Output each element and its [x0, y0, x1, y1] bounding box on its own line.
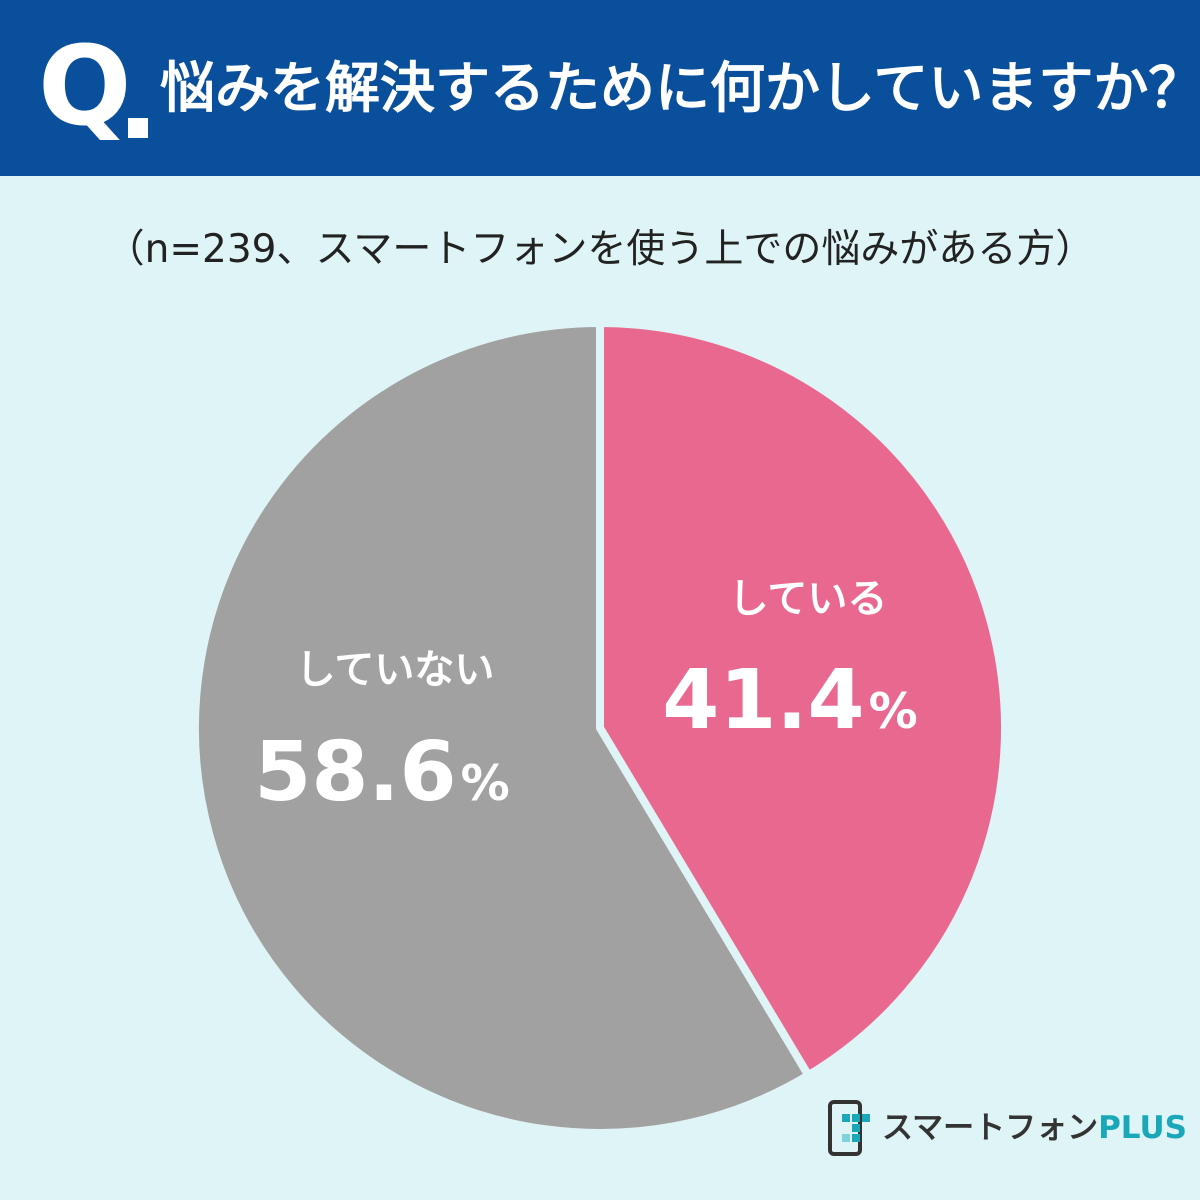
- logo-accent-text: PLUS: [1098, 1110, 1187, 1146]
- slice-value-label: 41.4%: [662, 653, 917, 748]
- logo-main-text: スマートフォン: [882, 1110, 1099, 1146]
- pie-slice-1: [596, 319, 1010, 1080]
- q-dot: [128, 118, 148, 138]
- brand-logo: スマートフォンPLUS: [828, 1096, 1187, 1162]
- slice-category-label: している: [729, 576, 888, 622]
- question-title: 悩みを解決するために何かしていますか？: [160, 56, 1200, 120]
- slice-category-label: していない: [296, 647, 495, 693]
- smartphone-logo-icon: [828, 1100, 870, 1156]
- sample-note: （n=239、スマートフォンを使う上での悩みがある方）: [105, 227, 1095, 272]
- q-mark: Q: [38, 22, 132, 150]
- pie-slice-2: [191, 319, 813, 1137]
- question-header: Q 悩みを解決するために何かしていますか？: [0, 0, 1200, 176]
- logo-text: スマートフォンPLUS: [882, 1106, 1187, 1150]
- slice-value-label: 58.6%: [254, 725, 509, 820]
